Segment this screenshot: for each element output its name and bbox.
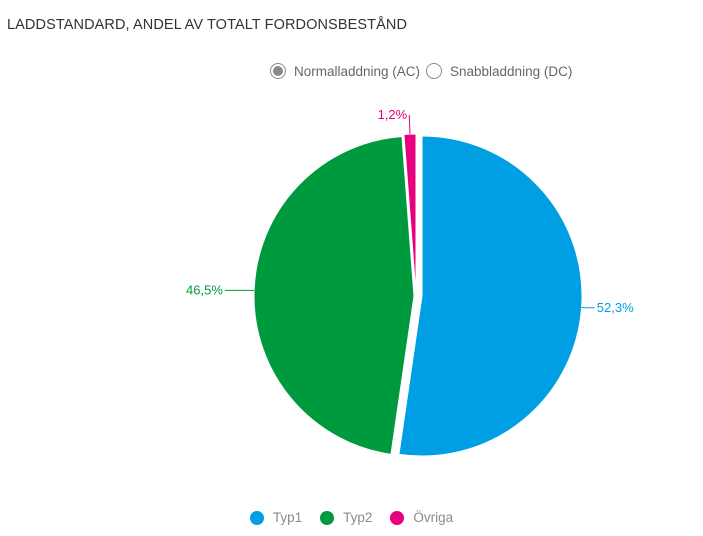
pie-slice-typ1[interactable] — [398, 135, 583, 457]
radio-unselected-icon[interactable] — [426, 63, 442, 79]
chart-legend: Typ1 Typ2 Övriga — [0, 510, 703, 525]
toggle-label: Normalladdning (AC) — [294, 63, 421, 79]
legend-item-ovriga[interactable]: Övriga — [390, 510, 453, 525]
pie-slice-ovriga[interactable] — [403, 133, 417, 295]
radio-selected-icon[interactable] — [270, 63, 286, 79]
toggle-label: Snabbladdning (DC) — [450, 63, 573, 79]
data-label-ovriga: 1,2% — [378, 107, 408, 122]
legend-label: Typ2 — [343, 510, 373, 525]
legend-dot-icon — [390, 510, 405, 525]
toggle-snabbladdning-dc[interactable]: Snabbladdning (DC) — [426, 63, 572, 79]
data-label-typ2: 46,5% — [186, 282, 223, 297]
legend-item-typ2[interactable]: Typ2 — [320, 510, 372, 525]
data-label-typ1: 52,3% — [597, 300, 634, 315]
legend-dot-icon — [249, 510, 264, 525]
legend-label: Övriga — [413, 510, 454, 525]
toggle-normalladdning-ac[interactable]: Normalladdning (AC) — [270, 63, 420, 79]
legend-label: Typ1 — [272, 510, 303, 525]
legend-dot-icon — [320, 510, 335, 525]
chart-title: LADDSTANDARD, ANDEL AV TOTALT FORDONSBES… — [7, 17, 408, 33]
pie-slice-typ2[interactable] — [253, 135, 415, 455]
legend-item-typ1[interactable]: Typ1 — [249, 510, 303, 525]
label-connector — [408, 114, 411, 135]
